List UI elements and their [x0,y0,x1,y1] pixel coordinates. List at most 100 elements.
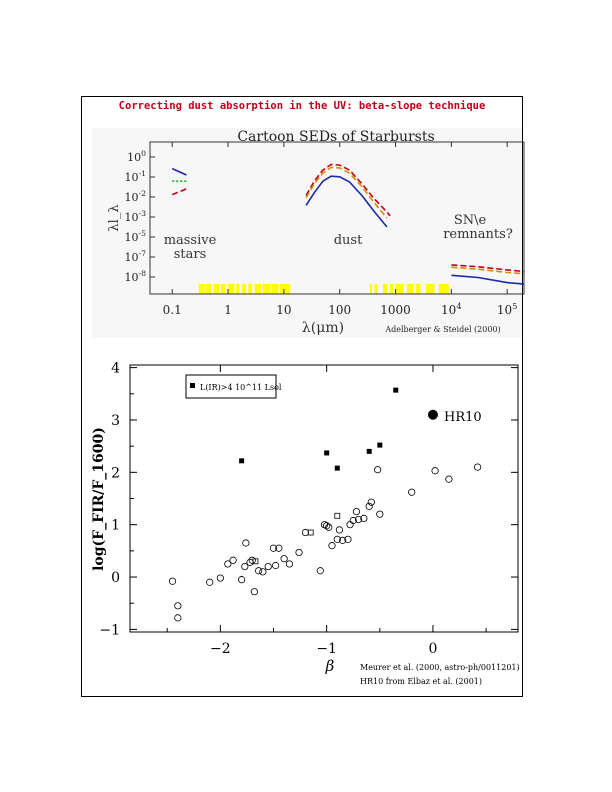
wavelength-band-7 [248,284,253,294]
annotation-massive-stars-line2: stars [174,247,207,262]
sed-y-tick-label: 10-3 [125,209,147,224]
point-open-circle [275,544,283,552]
sed-x-tick-label: 100 [328,303,351,317]
point-open-circle [216,574,224,582]
wavelength-band-14 [383,284,387,294]
wavelength-band-9 [262,284,271,294]
wavelength-band-15 [390,284,393,294]
point-open-circle [250,588,258,596]
point-filled-square [324,450,330,456]
point-open-circle [360,514,368,522]
wavelength-band-5 [236,284,240,294]
irx-legend-box [185,374,277,399]
sed-x-tick-label: 1000 [380,303,411,317]
sed-panel-background [92,128,522,338]
point-open-circle [335,526,344,534]
point-open-circle [365,502,373,510]
sed-x-tick-label: 1 [224,303,232,317]
wavelength-band-8 [254,284,262,294]
sed-y-tick-label: 10-8 [125,269,147,284]
sed-line-blue-2 [451,274,525,285]
wavelength-band-1 [205,284,212,294]
wavelength-band-3 [221,284,226,294]
point-open-circle [339,536,347,544]
point-filled-square [239,458,245,464]
sed-y-tick-label: 10-5 [125,229,147,244]
irx-y-tick-label: 2 [111,465,120,481]
irx-data-points [168,387,482,622]
point-filled-square [334,465,340,471]
wavelength-band-19 [425,284,435,294]
point-open-circle [346,521,354,529]
sed-y-tick-label: 10-7 [125,249,147,264]
wavelength-band-10 [271,284,279,294]
irx-y-tick-label: 4 [111,361,120,377]
sed-wavelength-bands [198,284,449,294]
irx-credit-line2: HR10 from Elbaz et al. (2001) [360,677,482,686]
point-filled-square [393,387,399,393]
legend-filled-square-marker [190,383,195,388]
point-filled-square [366,448,372,454]
point-open-circle [255,567,263,575]
point-open-circle [376,510,384,518]
sed-y-tick-label: 100 [127,149,146,164]
irx-x-tick-label: 0 [428,641,437,657]
wavelength-band-20 [438,284,449,294]
sed-y-ticks: 100 10-1 10-2 10-3 10-5 10-7 10-8 [125,149,155,284]
point-open-circle [352,507,361,516]
irx-x-ticks: −2 −1 0 [166,365,487,657]
sed-line-blue-1 [305,175,388,228]
point-open-circle [229,556,237,564]
sed-y-axis-label: λl_λ [107,204,122,231]
annotation-sn-remnants-line2: remnants? [443,227,513,242]
irx-beta-chart: −2 −1 0 −1 0 1 2 3 4 log(F_FIR/F_1600) β L(IR)>… [91,361,520,686]
sed-series-lines [171,163,525,285]
point-open-circle [431,467,439,475]
sed-x-axis-label: λ(μm) [302,320,344,336]
wavelength-band-12 [370,284,373,294]
point-open-circle [168,577,177,585]
point-open-circle [374,466,382,474]
point-open-circle [474,463,482,471]
point-open-circle [242,539,250,547]
irx-y-tick-label: 0 [111,570,120,586]
point-open-circle [272,561,280,570]
sed-x-tick-label: 10 [276,303,291,317]
irx-x-axis-label: β [325,657,335,675]
point-open-circle [246,558,254,566]
point-open-circle [224,560,232,568]
wavelength-band-13 [374,284,378,294]
wavelength-band-4 [228,284,235,294]
point-open-circle [367,498,375,506]
wavelength-band-2 [213,284,220,294]
point-open-circle [174,602,182,610]
sed-line-red-0 [171,188,187,196]
sed-plot-frame [149,141,525,295]
point-open-circle [269,544,278,552]
sed-line-blue-0 [171,167,187,176]
point-open-circle [259,568,267,576]
point-open-circle [445,475,453,483]
sed-line-red-1 [305,163,391,217]
point-open-circle [206,578,214,586]
irx-y-tick-label: 1 [111,518,120,534]
point-open-circle [295,548,303,557]
irx-credit-line1: Meurer et al. (2000, astro-ph/0011201) [360,663,520,672]
sed-x-tick-label: 105 [497,301,518,317]
annotation-sn-remnants-line1: SN\e [454,213,487,228]
figure-frame [81,96,523,697]
point-open-circle [174,614,182,622]
point-open-circle [241,562,249,571]
irx-x-tick-label: −2 [210,641,231,657]
annotation-dust: dust [334,233,363,248]
irx-y-ticks: −1 0 1 2 3 4 [99,361,518,638]
irx-y-tick-label: −1 [99,622,120,638]
irx-legend-label: L(IR)>4 10^11 Lsol [200,383,282,392]
sed-y-tick-label: 10-1 [125,169,147,184]
wavelength-band-6 [242,284,247,294]
wavelength-band-0 [198,284,205,294]
wavelength-band-18 [415,284,421,294]
sed-line-orange-1 [451,266,525,275]
sed-x-ticks: 0.1 1 10 100 1000 104 105 [163,142,518,317]
